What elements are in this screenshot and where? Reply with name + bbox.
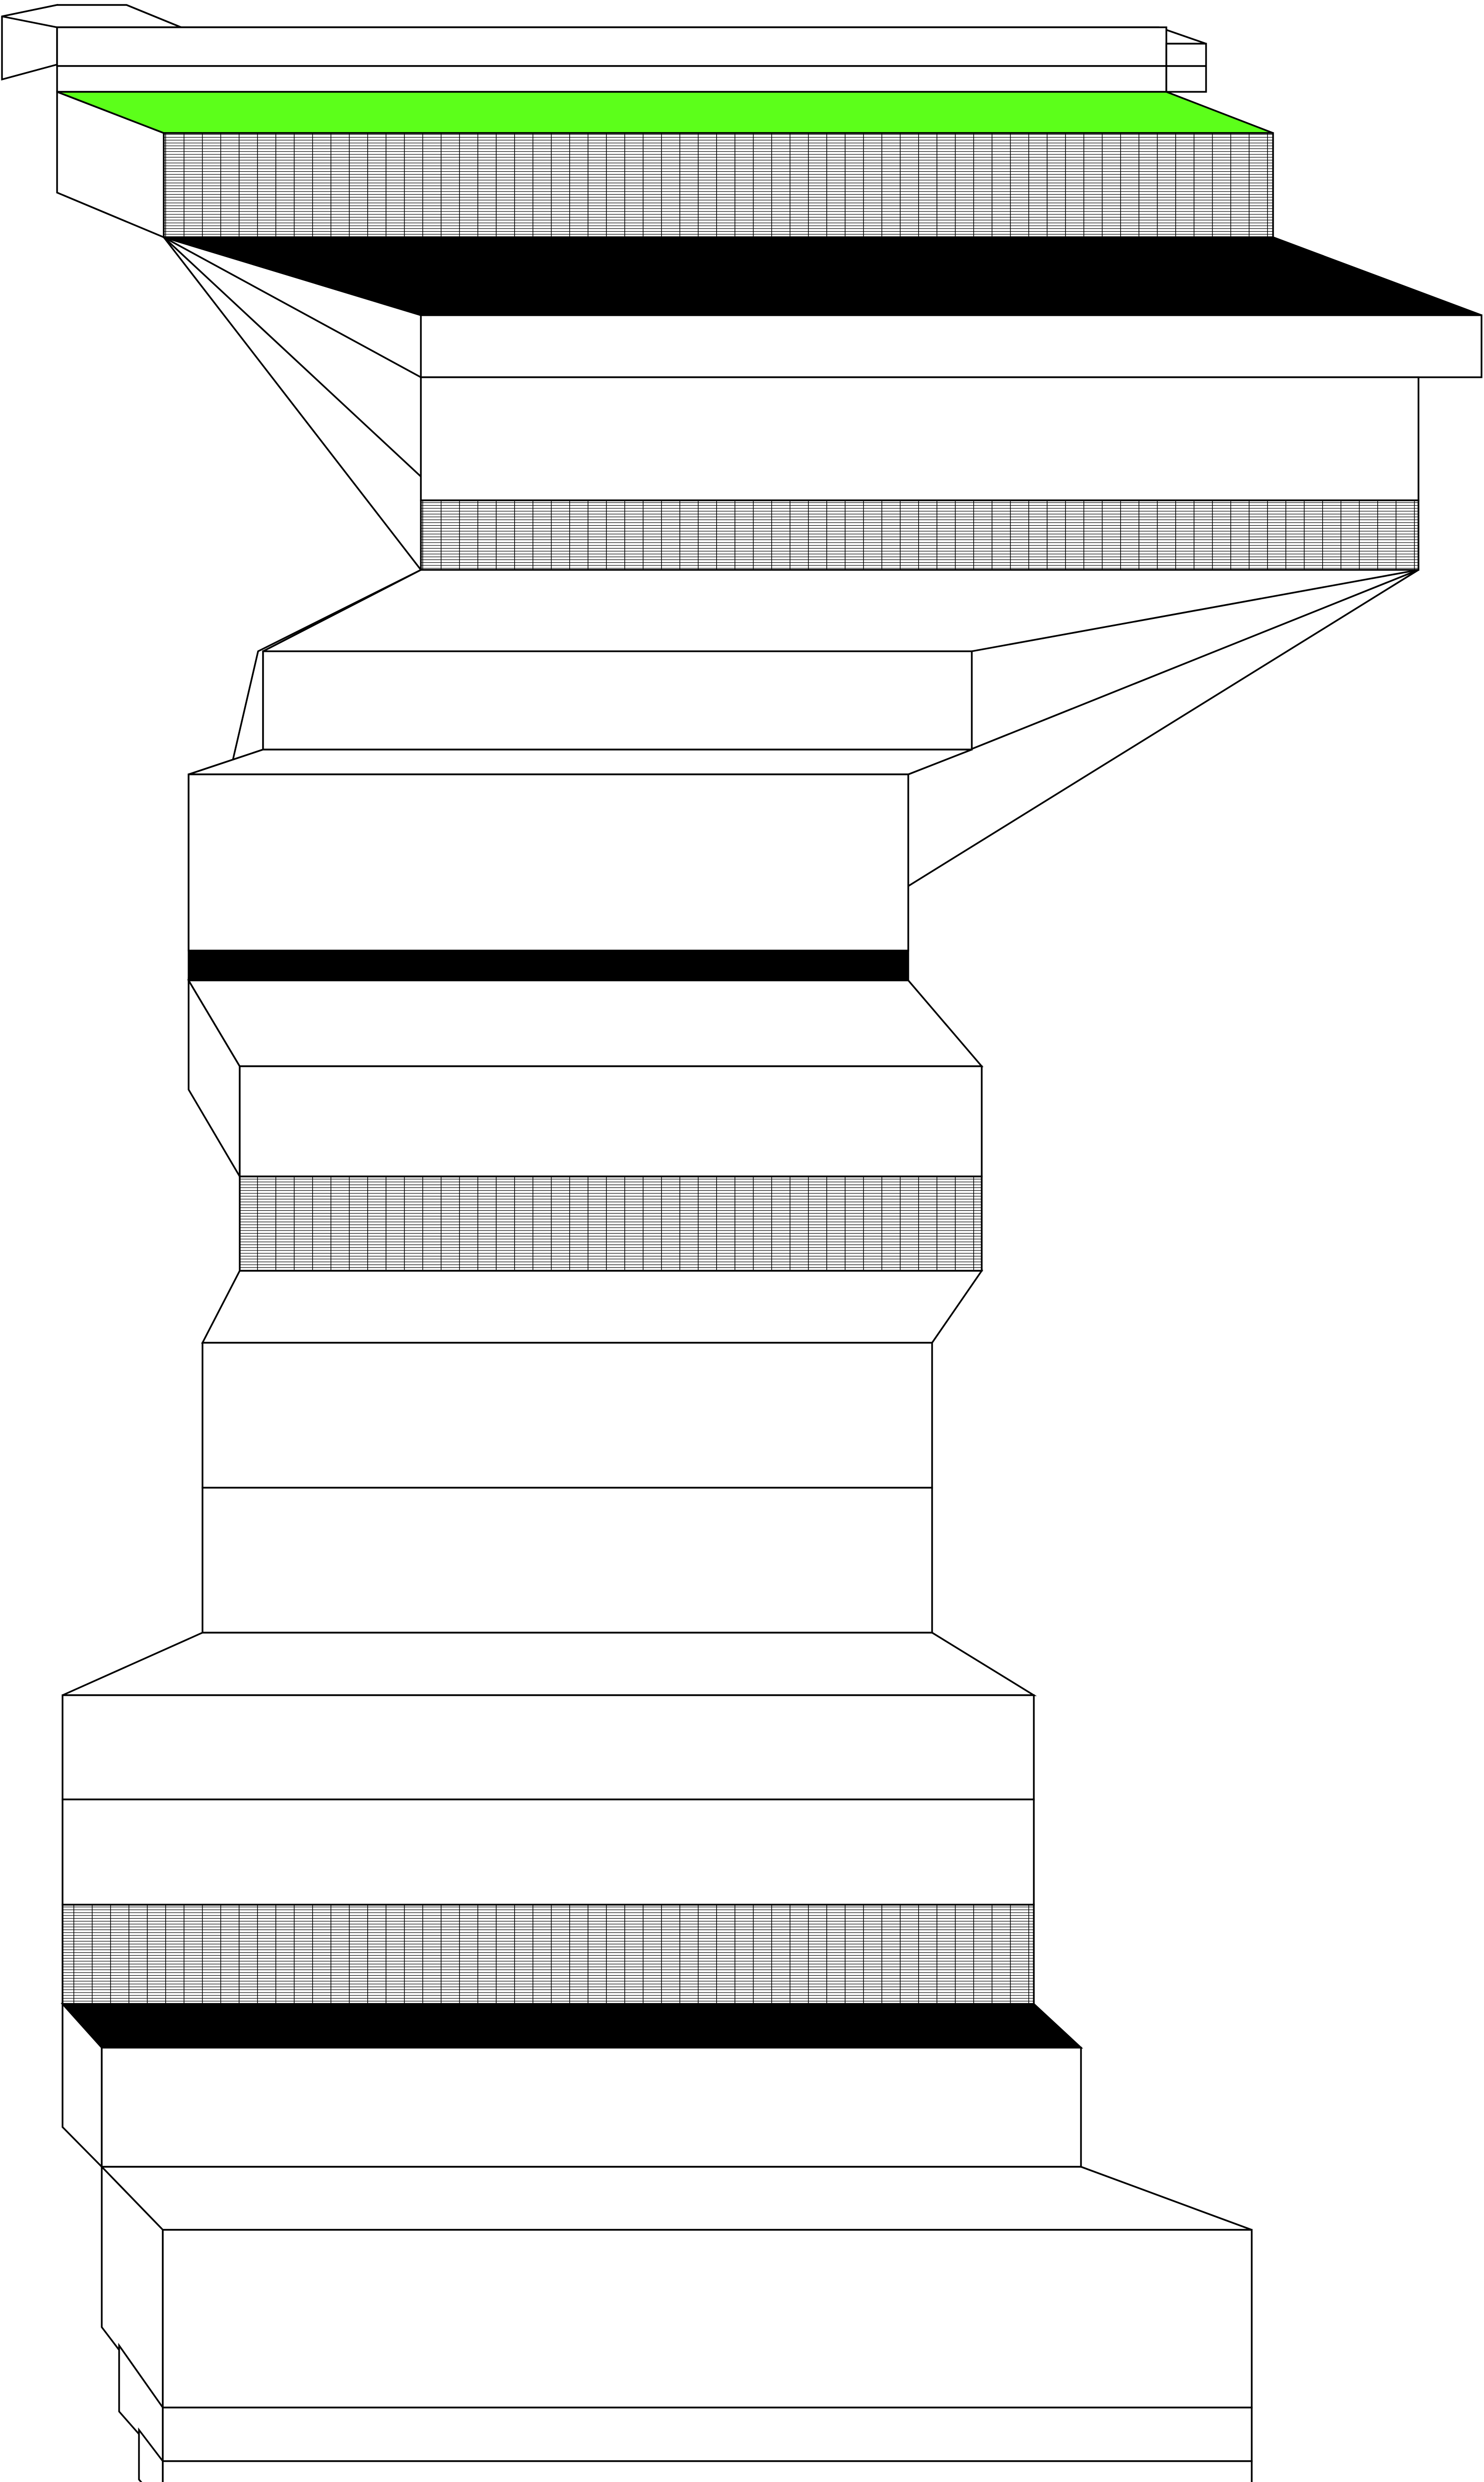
- upper-solid-band: [163, 236, 1482, 316]
- base-plate-1: [162, 2407, 1253, 2462]
- mid-solid-band-1: [188, 950, 909, 981]
- base-plate-left-2: [138, 2427, 164, 2482]
- base-block: [162, 2229, 1253, 2409]
- lower-hatched-block: [62, 1904, 1035, 2005]
- lower-block-2: [62, 1798, 1035, 1906]
- mid-taper: [201, 1270, 984, 1344]
- narrow-upper-step: [188, 749, 972, 775]
- top-accent-band: [57, 91, 1274, 134]
- lower-block-1: [62, 1694, 1035, 1800]
- base-plate-2: [162, 2460, 1253, 2482]
- top-hatched-block: [163, 132, 1274, 238]
- mid-block-1: [188, 773, 909, 952]
- base-bevel-top: [99, 2166, 1252, 2231]
- lower-flare: [62, 1632, 1037, 1696]
- upper-connector-lines: [163, 236, 422, 571]
- narrow-upper-block: [262, 650, 973, 751]
- top-cap-tier-1: [56, 26, 1167, 67]
- top-cap: [1, 3, 1207, 239]
- wide-hatched-block: [420, 499, 1419, 571]
- top-cap-end-block: [1165, 43, 1207, 93]
- top-cap-tier-2: [56, 65, 1167, 93]
- mid-block-2: [239, 1065, 983, 1177]
- mid-bevel-top: [187, 979, 984, 1067]
- middle-transition: [188, 569, 1419, 951]
- mid-block-3: [202, 1342, 933, 1489]
- mid-block-4: [202, 1487, 933, 1634]
- lower-solid-band: [61, 2003, 1083, 2049]
- top-cap-top-face: [1, 4, 182, 28]
- wide-slab: [420, 314, 1483, 378]
- mid-hatched-block: [239, 1175, 983, 1272]
- wide-block: [420, 376, 1419, 501]
- lower-block-3: [101, 2047, 1082, 2168]
